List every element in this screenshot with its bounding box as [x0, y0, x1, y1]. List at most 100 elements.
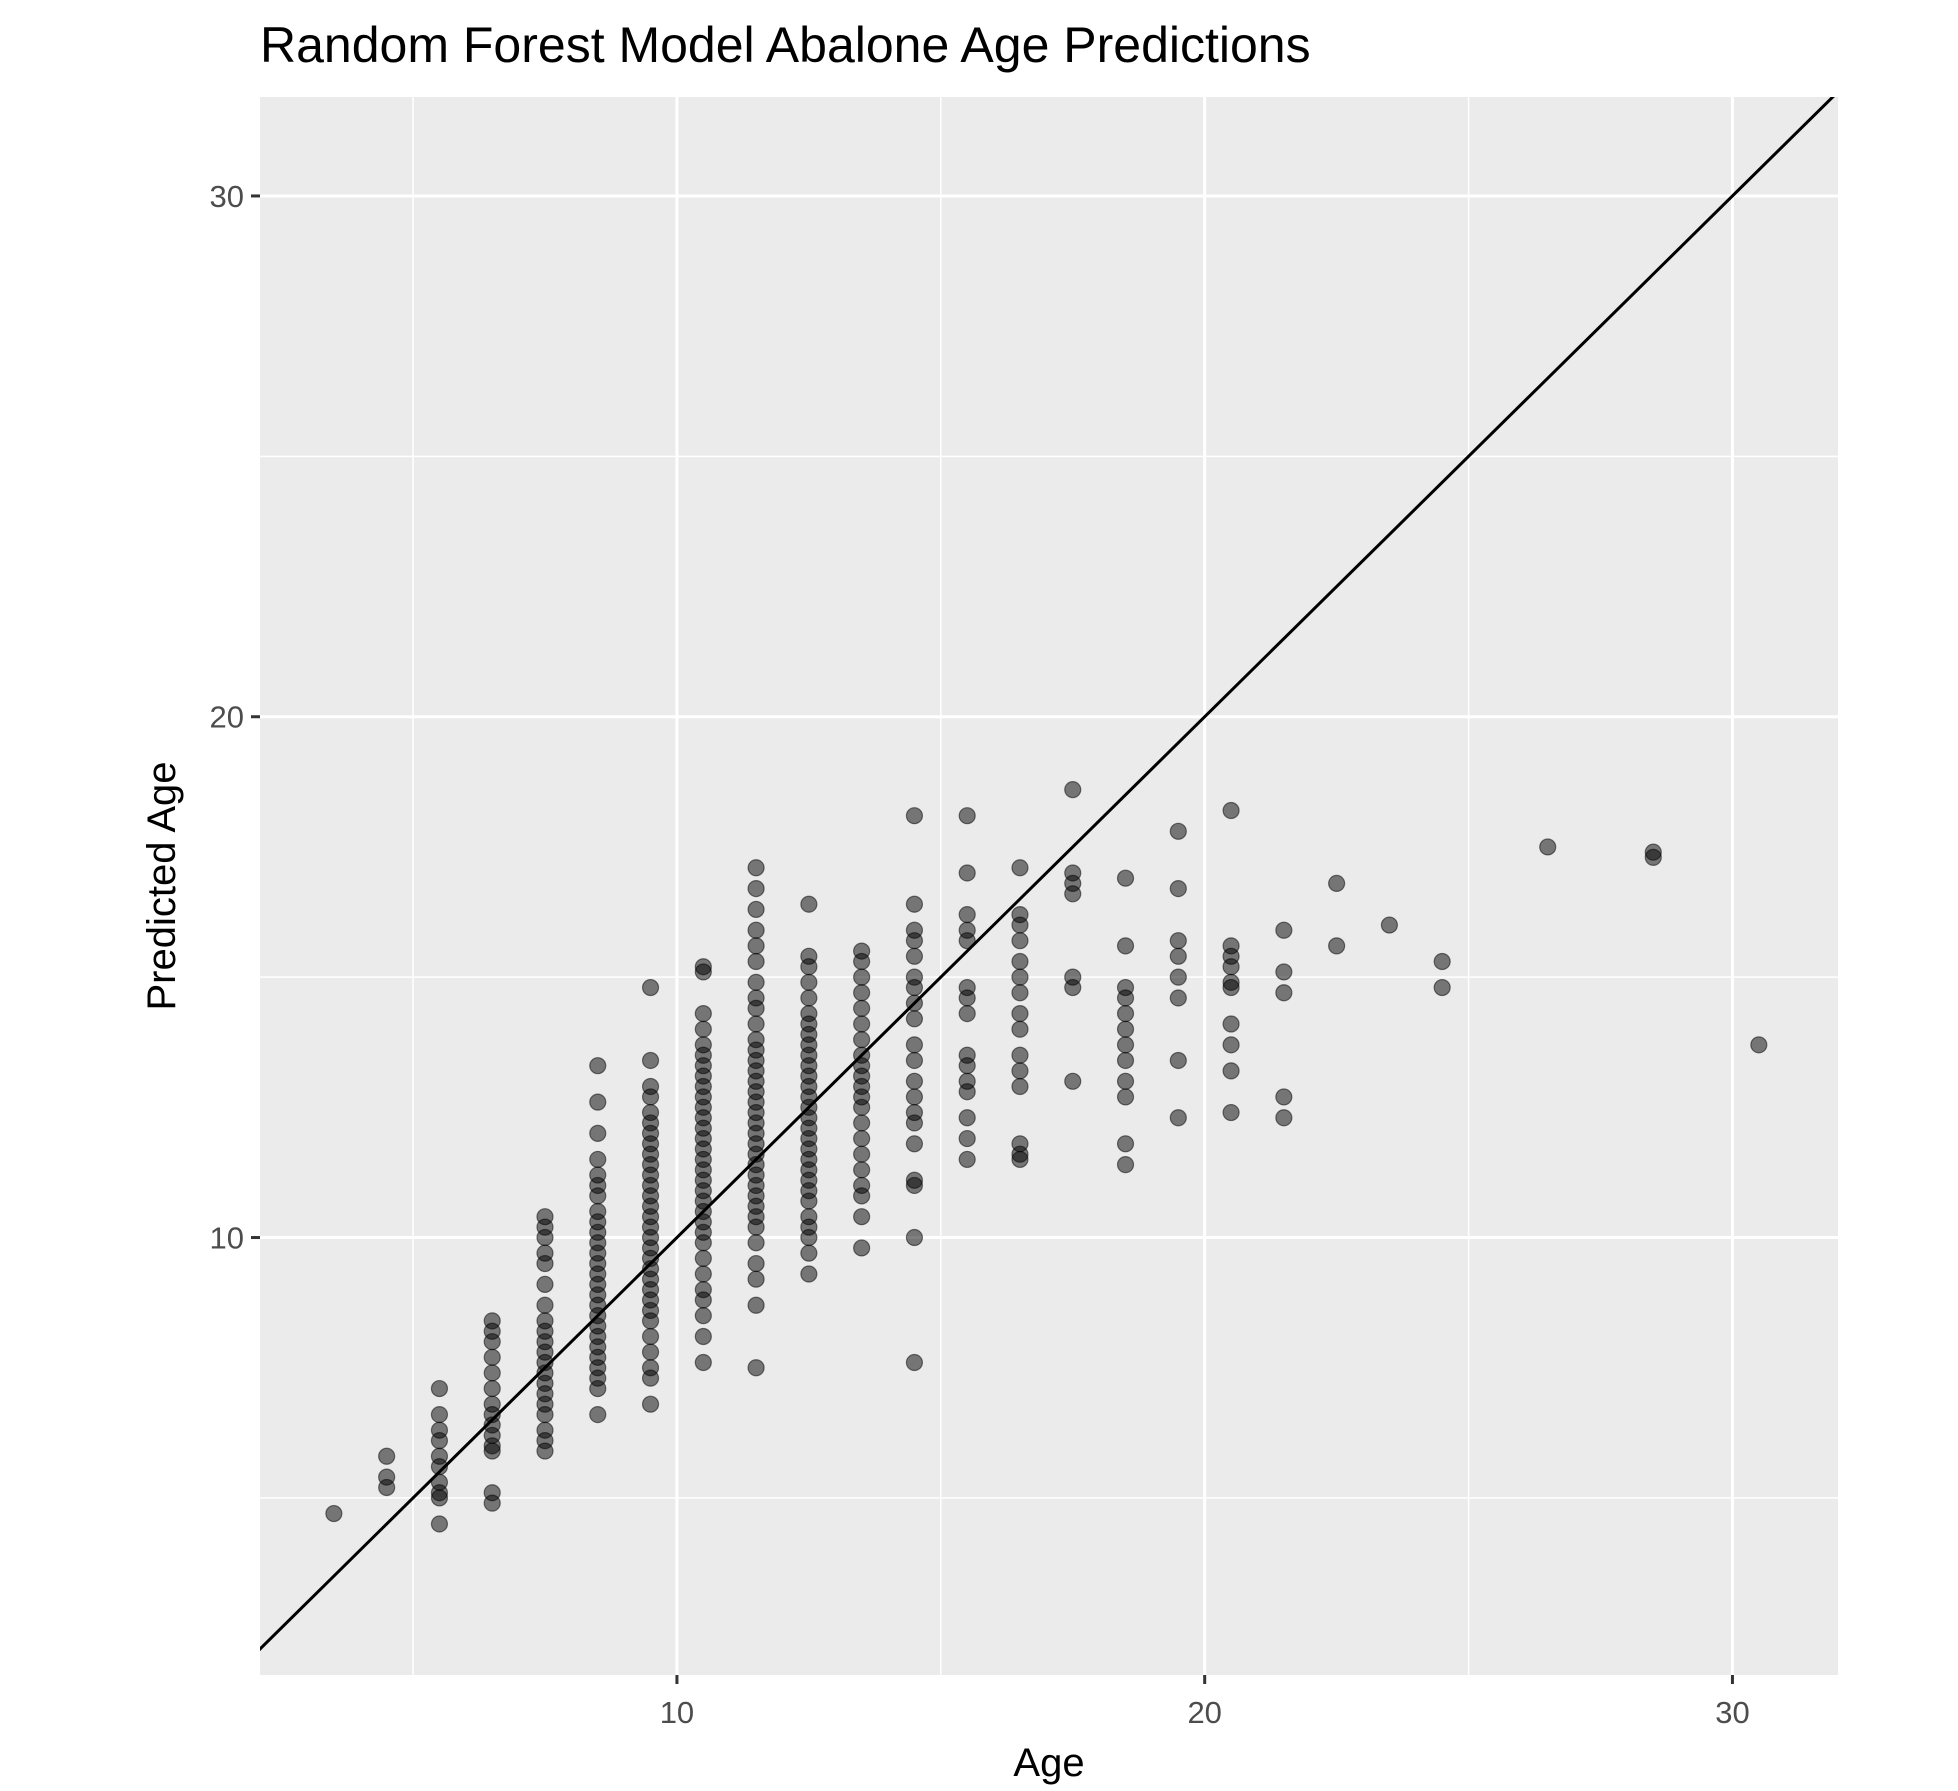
data-point: [958, 1004, 976, 1023]
data-point: [853, 999, 871, 1017]
data-point: [1116, 1020, 1135, 1038]
data-point: [1222, 1015, 1240, 1033]
data-point: [430, 1406, 449, 1424]
data-point: [853, 984, 871, 1002]
data-point: [905, 932, 924, 950]
data-point: [1011, 932, 1029, 950]
data-point: [1011, 1077, 1029, 1096]
data-point: [1169, 968, 1187, 986]
data-point: [800, 989, 818, 1007]
data-point: [1116, 869, 1135, 887]
data-point: [536, 1296, 554, 1314]
grid-minor: [260, 97, 1838, 1675]
data-point: [641, 1343, 660, 1361]
data-point: [1169, 822, 1187, 840]
data-point: [905, 807, 924, 825]
data-point: [905, 895, 924, 913]
data-point: [1116, 1135, 1135, 1153]
data-point: [853, 1031, 871, 1049]
data-point: [905, 1088, 924, 1106]
data-point: [1169, 932, 1187, 950]
data-point: [958, 989, 976, 1007]
data-point: [747, 859, 765, 877]
data-point: [589, 1150, 607, 1169]
data-point: [1750, 1036, 1768, 1054]
data-point: [430, 1489, 449, 1507]
data-point: [1116, 1156, 1135, 1174]
data-point: [1275, 984, 1293, 1002]
data-point: [747, 1296, 765, 1314]
data-point: [1064, 885, 1082, 903]
data-point: [1064, 1072, 1082, 1090]
data-point: [430, 1432, 449, 1450]
data-point: [1433, 952, 1451, 971]
data-point: [694, 1020, 712, 1038]
data-point: [958, 906, 976, 924]
data-point: [747, 900, 765, 919]
data-point: [1116, 1051, 1135, 1070]
data-point: [1222, 1036, 1240, 1054]
data-point: [853, 1114, 871, 1132]
data-point: [800, 958, 818, 976]
data-point: [1169, 880, 1187, 898]
data-point: [536, 1406, 554, 1424]
data-point: [325, 1504, 343, 1523]
data-point: [747, 1015, 765, 1033]
data-point: [1222, 1103, 1240, 1122]
data-point: [694, 1004, 712, 1023]
data-point: [1011, 1020, 1029, 1038]
data-point: [589, 1406, 607, 1424]
y-tick-label: 20: [210, 700, 244, 735]
data-point: [430, 1515, 449, 1533]
y-tick-label: 10: [210, 1221, 244, 1256]
data-point: [853, 1187, 871, 1205]
data-point: [905, 1176, 924, 1195]
data-point: [589, 1379, 607, 1398]
data-point: [958, 1083, 976, 1101]
y-axis: 10 20 30: [210, 179, 260, 1256]
data-point: [747, 937, 765, 955]
data-point: [1222, 958, 1240, 976]
data-point: [483, 1348, 501, 1366]
data-point: [536, 1254, 554, 1273]
data-point: [1116, 1088, 1135, 1106]
data-point: [1116, 937, 1135, 955]
data-point: [1116, 989, 1135, 1007]
data-point: [378, 1478, 396, 1497]
data-point: [905, 978, 924, 997]
data-point: [1275, 1088, 1293, 1106]
data-point: [1011, 1046, 1029, 1064]
data-point: [536, 1228, 554, 1247]
data-point: [905, 1135, 924, 1153]
data-point: [853, 1161, 871, 1179]
data-point: [641, 1088, 660, 1106]
x-tick-label: 20: [1187, 1695, 1221, 1730]
data-point: [1222, 801, 1240, 820]
data-point: [378, 1447, 396, 1465]
x-axis: 10 20 30: [660, 1675, 1750, 1730]
data-point: [694, 1234, 712, 1252]
data-point: [1222, 1062, 1240, 1080]
data-point: [747, 973, 765, 991]
x-tick-label: 10: [660, 1695, 694, 1730]
data-point: [958, 1129, 976, 1148]
data-point: [853, 952, 871, 971]
data-point: [800, 1192, 818, 1210]
data-point: [694, 1307, 712, 1325]
data-point: [641, 1369, 660, 1387]
data-point: [853, 1129, 871, 1148]
data-point: [905, 1072, 924, 1090]
data-point: [1169, 989, 1187, 1007]
data-point: [641, 1051, 660, 1070]
data-point: [800, 973, 818, 991]
data-point: [905, 1114, 924, 1132]
x-tick-label: 30: [1715, 1695, 1749, 1730]
data-point: [905, 947, 924, 965]
plot-panel: [260, 97, 1838, 1675]
data-point: [1011, 952, 1029, 971]
data-point: [1380, 916, 1399, 934]
data-point: [1116, 1036, 1135, 1054]
data-point: [800, 1244, 818, 1262]
data-point: [694, 1291, 712, 1309]
